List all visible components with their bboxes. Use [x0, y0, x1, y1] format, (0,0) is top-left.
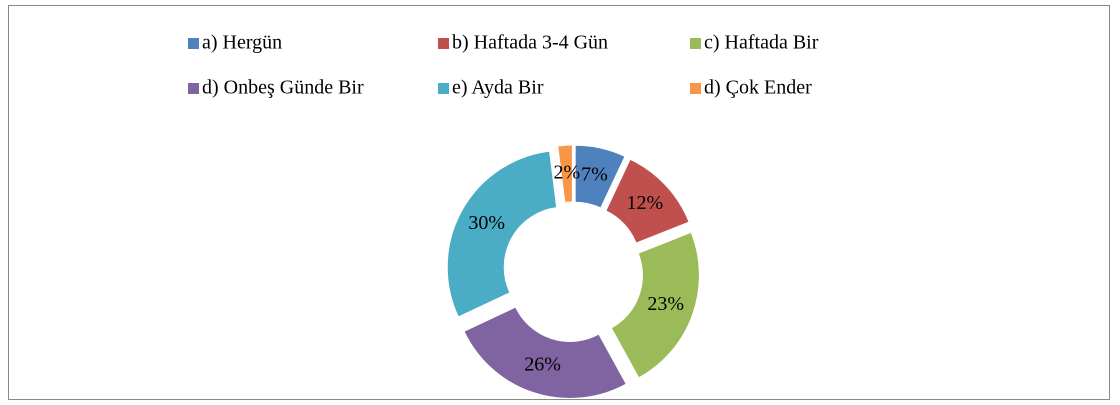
data-label: 12% — [626, 192, 663, 214]
donut-slice — [446, 150, 558, 318]
legend-swatch — [438, 38, 449, 49]
legend-swatch — [690, 83, 701, 94]
data-label: 26% — [524, 353, 561, 375]
legend-label: a) Hergün — [202, 32, 282, 54]
donut-slice — [557, 144, 573, 204]
legend-swatch — [188, 83, 199, 94]
legend-label: c) Haftada Bir — [704, 32, 819, 54]
data-label: 30% — [468, 212, 505, 234]
donut-slice — [463, 306, 627, 399]
legend-label: d) Çok Ender — [704, 77, 812, 99]
legend-swatch — [188, 38, 199, 49]
chart-border — [8, 5, 1110, 400]
data-label: 2% — [553, 161, 580, 183]
data-label: 23% — [647, 293, 684, 315]
legend-swatch — [438, 83, 449, 94]
donut-slice — [610, 231, 700, 379]
donut-slice — [605, 158, 690, 244]
legend-swatch — [690, 38, 701, 49]
legend-label: b) Haftada 3-4 Gün — [452, 32, 608, 54]
data-label: 7% — [581, 163, 608, 185]
legend-label: d) Onbeş Günde Bir — [202, 77, 364, 99]
legend-label: e) Ayda Bir — [452, 77, 544, 99]
donut-slice — [574, 144, 626, 209]
